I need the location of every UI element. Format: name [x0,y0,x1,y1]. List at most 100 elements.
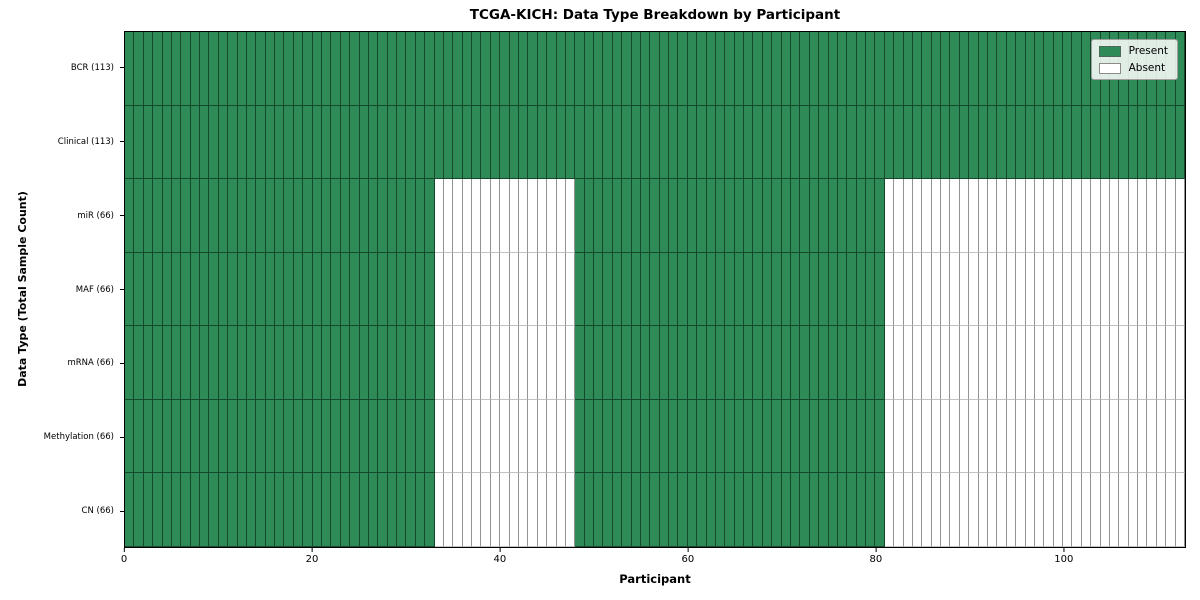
heatmap-cell [481,473,491,547]
heatmap-cell [687,473,698,547]
heatmap-cell [462,252,473,327]
heatmap-cell [190,473,201,547]
heatmap-cell [275,105,285,180]
heatmap-cell [1006,179,1017,253]
heatmap-cell [331,32,341,106]
y-axis-ticks: BCR (113) Clinical (113) miR (66) MAF (66) m… [0,31,124,548]
heatmap-cell [603,473,613,547]
heatmap-cell [988,252,998,327]
heatmap-cell [246,473,257,547]
heatmap-cell [1072,105,1082,180]
heatmap-cell [622,32,632,106]
heatmap-cell [359,252,369,327]
heatmap-cell [575,32,585,106]
heatmap-cell [706,473,716,547]
heatmap-cell [594,105,604,180]
heatmap-cell [368,326,379,400]
heatmap-cell [734,326,745,400]
heatmap-cell [1100,105,1110,180]
heatmap-cell [528,105,538,180]
heatmap-cell [640,32,651,106]
heatmap-cell [200,399,210,474]
heatmap-cell [1006,252,1017,327]
heatmap-cell [837,179,848,253]
heatmap-cell [490,326,501,400]
heatmap-cell [1166,399,1176,474]
heatmap-cell [209,473,219,547]
heatmap-cell [1025,179,1035,253]
heatmap-cell [518,399,529,474]
heatmap-cell [772,399,782,474]
heatmap-cell [1119,105,1129,180]
heatmap-cell [978,473,988,547]
heatmap-cell [200,473,210,547]
heatmap-cell [406,179,416,253]
heatmap-cell [228,326,238,400]
heatmap-cell [1081,326,1092,400]
heatmap-cell [669,252,679,327]
heatmap-cell [800,252,810,327]
heatmap-cell [415,326,426,400]
heatmap-cell [340,32,351,106]
heatmap-cell [171,399,182,474]
plot-area: Present Absent [124,31,1186,548]
heatmap-cell [181,399,191,474]
heatmap-cell [1128,252,1139,327]
heatmap-cell [950,252,960,327]
heatmap-cell [284,252,294,327]
heatmap-cell [246,399,257,474]
heatmap-cell [640,179,651,253]
heatmap-cell [378,32,388,106]
heatmap-cell [762,473,773,547]
heatmap-cell [181,32,191,106]
heatmap-cell [912,399,923,474]
heatmap-cell [594,32,604,106]
heatmap-cell [931,399,942,474]
heatmap-cell [547,32,557,106]
heatmap-cell [284,473,294,547]
heatmap-cell [884,399,895,474]
heatmap-cell [612,326,623,400]
heatmap-cell [941,473,951,547]
heatmap-cell [350,32,360,106]
heatmap-cell [1147,399,1157,474]
heatmap-cell [697,473,707,547]
heatmap-cell [640,326,651,400]
heatmap-cell [706,399,716,474]
heatmap-cell [368,179,379,253]
heatmap-cell [275,326,285,400]
heatmap-cell [490,32,501,106]
y-tick: mRNA (66) [67,358,124,368]
heatmap-cell [528,179,538,253]
heatmap-cell [397,105,407,180]
heatmap-cell [894,179,904,253]
x-tick: 20 [306,548,318,565]
heatmap-cell [669,179,679,253]
heatmap-cell [162,105,172,180]
heatmap-cell [565,179,576,253]
heatmap-cell [284,179,294,253]
x-tick: 0 [121,548,127,565]
heatmap-cell [1006,326,1017,400]
heatmap-cell [312,105,322,180]
heatmap-cell [1128,473,1139,547]
heatmap-cell [809,179,820,253]
heatmap-cell [856,105,867,180]
heatmap-cell [715,179,726,253]
heatmap-cell [603,326,613,400]
heatmap-cell [359,105,369,180]
heatmap-cell [884,252,895,327]
heatmap-cell [153,32,163,106]
heatmap-cell [528,32,538,106]
y-tick-label: CN (66) [81,506,114,517]
heatmap-cell [387,473,398,547]
x-tick-label: 80 [869,554,883,565]
heatmap-cell [547,252,557,327]
heatmap-cell [819,326,829,400]
heatmap-cell [387,32,398,106]
legend-label: Present [1128,45,1168,57]
heatmap-cell [303,252,313,327]
heatmap-cell [425,326,435,400]
heatmap-cell [1109,105,1120,180]
heatmap-cell [528,399,538,474]
